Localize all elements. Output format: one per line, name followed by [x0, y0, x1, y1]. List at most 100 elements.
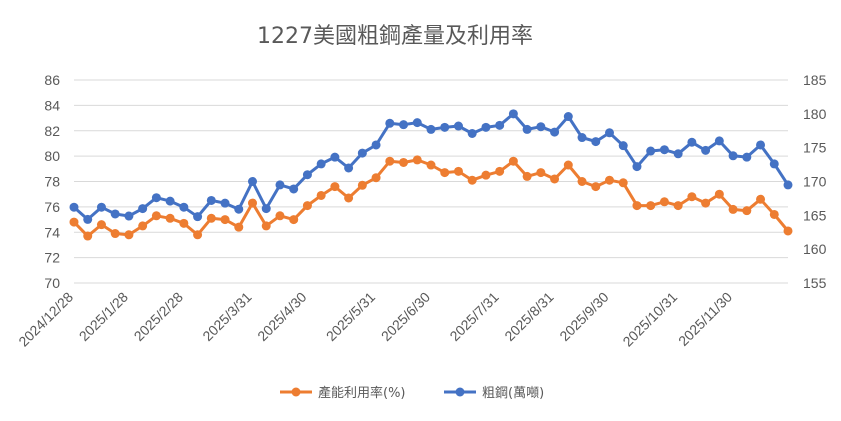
- data-point-crude-steel: [234, 204, 244, 214]
- data-point-crude-steel: [399, 120, 409, 130]
- left-tick-label: 86: [44, 72, 60, 88]
- data-point-crude-steel: [701, 145, 711, 155]
- right-axis-ticks: 155 160 165 170 175 180 185: [803, 72, 827, 291]
- left-tick-label: 78: [44, 174, 60, 190]
- data-point-crude-steel: [357, 148, 367, 158]
- data-point-crude-steel: [330, 152, 340, 162]
- data-point-crude-steel: [605, 128, 614, 138]
- data-point-utilization: [138, 221, 148, 231]
- x-tick-label: 2025/1/28: [76, 289, 132, 345]
- data-point-utilization: [165, 213, 175, 223]
- data-point-utilization: [96, 220, 106, 230]
- data-point-crude-steel: [453, 121, 463, 131]
- right-tick-label: 170: [803, 174, 827, 190]
- data-point-utilization: [151, 211, 161, 221]
- data-point-utilization: [481, 170, 491, 180]
- legend-item-utilization[interactable]: 產能利用率(%): [280, 385, 406, 401]
- data-point-utilization: [69, 217, 79, 227]
- data-point-crude-steel: [783, 180, 793, 190]
- data-point-crude-steel: [248, 177, 257, 186]
- data-point-utilization: [275, 211, 285, 221]
- data-point-crude-steel: [302, 170, 312, 180]
- gridlines: [74, 79, 788, 284]
- data-point-crude-steel: [536, 122, 546, 132]
- data-point-crude-steel: [165, 196, 175, 206]
- data-point-crude-steel: [632, 162, 642, 172]
- data-point-utilization: [701, 198, 711, 208]
- right-tick-label: 165: [803, 207, 827, 223]
- data-point-utilization: [344, 193, 354, 203]
- data-point-utilization: [687, 192, 697, 202]
- legend-crude-steel-label: 粗鋼(萬噸): [482, 386, 544, 401]
- data-point-crude-steel: [289, 184, 299, 194]
- data-point-utilization: [426, 160, 436, 170]
- data-point-crude-steel: [769, 159, 779, 169]
- data-point-utilization: [467, 175, 477, 185]
- left-tick-label: 84: [44, 97, 60, 113]
- data-point-crude-steel: [385, 118, 395, 128]
- data-point-crude-steel: [659, 145, 669, 155]
- data-point-crude-steel: [522, 124, 532, 134]
- x-axis-ticks: 2024/12/28 2025/1/28 2025/2/28 2025/3/31 202…: [15, 289, 735, 350]
- data-point-utilization: [618, 178, 628, 188]
- data-point-utilization: [508, 156, 518, 166]
- data-point-utilization: [83, 231, 93, 241]
- data-point-crude-steel: [742, 152, 752, 162]
- left-tick-label: 74: [44, 224, 60, 240]
- data-point-crude-steel: [756, 140, 766, 150]
- data-point-utilization: [357, 180, 367, 190]
- data-point-crude-steel: [110, 209, 120, 219]
- right-tick-label: 160: [803, 241, 827, 257]
- data-point-crude-steel: [69, 202, 79, 212]
- data-point-utilization: [289, 215, 299, 225]
- data-point-crude-steel: [728, 151, 738, 161]
- data-point-crude-steel: [96, 202, 106, 212]
- legend-crude-steel-marker: [455, 387, 465, 397]
- data-point-utilization: [563, 160, 573, 170]
- right-tick-label: 185: [803, 72, 827, 88]
- data-point-crude-steel: [412, 118, 422, 128]
- data-point-crude-steel: [344, 163, 354, 173]
- data-point-utilization: [399, 157, 409, 167]
- data-point-crude-steel: [83, 214, 93, 224]
- x-tick-label: 2025/2/28: [131, 289, 187, 345]
- data-point-utilization: [646, 201, 656, 211]
- right-tick-label: 180: [803, 106, 827, 122]
- data-point-crude-steel: [550, 127, 560, 137]
- data-point-crude-steel: [220, 198, 230, 208]
- data-point-crude-steel: [687, 137, 697, 147]
- data-point-utilization: [495, 166, 505, 176]
- data-point-utilization: [756, 194, 766, 204]
- data-point-utilization: [179, 218, 189, 228]
- series-layer: [69, 109, 793, 241]
- x-tick-label: 2024/12/28: [15, 289, 76, 350]
- legend-utilization-label: 產能利用率(%): [318, 385, 406, 401]
- data-point-crude-steel: [426, 124, 436, 134]
- legend-utilization-marker: [291, 387, 301, 397]
- x-tick-label: 2025/5/31: [323, 289, 379, 345]
- data-point-utilization: [673, 201, 683, 211]
- data-point-utilization: [591, 182, 601, 192]
- x-tick-label: 2025/9/30: [556, 289, 612, 345]
- data-point-utilization: [371, 173, 381, 183]
- data-point-utilization: [714, 189, 724, 199]
- data-point-utilization: [316, 190, 326, 200]
- data-point-utilization: [234, 222, 244, 232]
- left-tick-label: 76: [44, 199, 60, 215]
- right-tick-label: 175: [803, 140, 827, 156]
- data-point-crude-steel: [714, 136, 724, 146]
- data-point-utilization: [124, 230, 134, 240]
- data-point-utilization: [742, 206, 752, 216]
- data-point-crude-steel: [495, 120, 505, 130]
- data-point-utilization: [728, 204, 738, 214]
- legend-item-crude-steel[interactable]: 粗鋼(萬噸): [444, 386, 544, 401]
- data-point-utilization: [261, 221, 271, 231]
- x-tick-label: 2025/10/31: [619, 289, 680, 350]
- data-point-utilization: [385, 156, 395, 166]
- data-point-utilization: [550, 174, 560, 184]
- data-point-utilization: [453, 166, 463, 176]
- x-tick-label: 2025/6/30: [378, 289, 434, 345]
- x-tick-label: 2025/7/31: [446, 289, 502, 345]
- data-point-utilization: [412, 155, 422, 165]
